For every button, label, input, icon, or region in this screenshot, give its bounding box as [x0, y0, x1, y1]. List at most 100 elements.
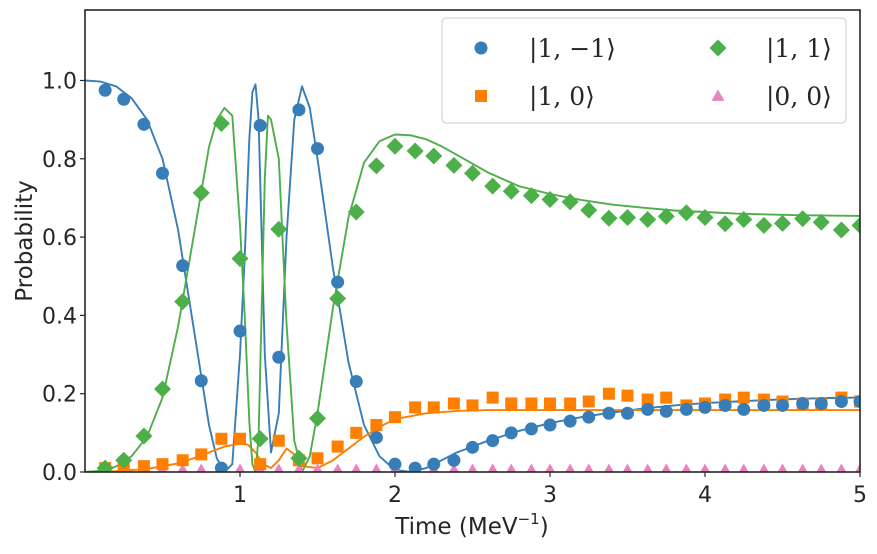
data-point-circle: [582, 410, 596, 424]
x-axis-label: Time (MeV−1): [394, 510, 548, 540]
data-point-square: [215, 432, 228, 445]
legend-marker-triangle: [711, 89, 725, 101]
data-point-triangle: [332, 463, 343, 472]
data-point-triangle: [816, 463, 827, 472]
x-axis-label-close: ): [540, 514, 549, 540]
data-point-diamond: [251, 430, 269, 448]
legend: |1, −1⟩ |1, 0⟩ |1, 1⟩ |0, 0⟩: [441, 17, 847, 124]
data-point-triangle: [565, 463, 575, 472]
data-point-diamond: [445, 156, 463, 174]
data-point-circle: [659, 404, 673, 418]
data-point-square: [641, 393, 654, 406]
data-point-triangle: [294, 463, 304, 472]
data-point-diamond: [774, 214, 791, 232]
data-point-circle: [776, 398, 789, 412]
data-point-circle: [253, 119, 267, 132]
data-point-triangle: [545, 463, 555, 472]
data-point-diamond: [347, 203, 365, 221]
y-tick-label: 0.8: [42, 148, 77, 173]
data-point-circle: [156, 166, 169, 180]
data-point-square: [466, 399, 479, 412]
data-point-circle: [233, 324, 247, 338]
data-point-circle: [524, 422, 538, 436]
data-point-circle: [311, 142, 324, 156]
data-point-square: [331, 440, 344, 453]
data-point-square: [137, 460, 150, 472]
data-point-triangle: [681, 463, 692, 472]
data-point-circle: [292, 103, 306, 117]
data-point-circle: [369, 431, 383, 445]
data-point-square: [505, 397, 518, 410]
data-point-circle: [834, 395, 848, 409]
data-point-triangle: [661, 463, 672, 472]
data-point-diamond: [192, 184, 210, 202]
data-point-square: [409, 401, 422, 414]
data-point-triangle: [449, 463, 459, 472]
data-point-triangle: [583, 463, 594, 472]
data-point-diamond: [794, 210, 812, 228]
x-tick-label: 3: [543, 483, 557, 508]
data-point-triangle: [855, 463, 860, 472]
data-point-diamond: [290, 449, 308, 467]
data-point-triangle: [351, 463, 362, 472]
data-point-square: [564, 397, 577, 410]
data-point-triangle: [371, 463, 382, 472]
data-point-triangle: [604, 463, 614, 472]
data-point-triangle: [196, 463, 207, 472]
data-point-square: [156, 458, 169, 471]
data-point-circle: [137, 117, 151, 131]
data-point-diamond: [425, 147, 443, 165]
data-point-diamond: [367, 157, 385, 175]
data-point-diamond: [115, 451, 133, 469]
data-point-square: [311, 452, 324, 465]
data-point-circle: [349, 375, 363, 389]
data-point-diamond: [484, 177, 502, 195]
data-point-square: [389, 411, 401, 424]
data-point-diamond: [657, 207, 675, 225]
data-point-triangle: [177, 463, 188, 472]
y-axis-label: Probability: [12, 180, 38, 302]
legend-label-1-1: |1, 1⟩: [766, 34, 832, 64]
data-point-diamond: [541, 190, 559, 208]
x-axis-ticks: 1 2 3 4 5: [233, 472, 867, 508]
data-point-circle: [757, 398, 771, 412]
legend-marker-square: [475, 90, 487, 102]
data-point-circle: [641, 402, 655, 416]
data-point-diamond: [677, 204, 695, 222]
data-point-diamond: [639, 210, 657, 228]
data-point-diamond: [600, 209, 618, 227]
data-point-diamond: [135, 427, 153, 445]
data-point-square: [486, 391, 499, 404]
data-point-square: [660, 391, 673, 404]
data-point-diamond: [522, 187, 540, 205]
data-point-triangle: [467, 463, 478, 472]
data-point-diamond: [386, 137, 404, 155]
y-tick-label: 0.4: [42, 304, 77, 329]
data-point-diamond: [212, 115, 230, 133]
data-point-triangle: [642, 463, 653, 472]
data-point-circle: [388, 457, 402, 471]
data-point-diamond: [812, 213, 830, 231]
data-point-diamond: [231, 250, 249, 268]
data-point-diamond: [270, 220, 288, 238]
x-tick-label: 4: [698, 483, 712, 508]
x-tick-label: 5: [853, 483, 867, 508]
data-point-square: [602, 387, 615, 400]
data-point-circle: [408, 461, 422, 472]
data-point-circle: [486, 434, 500, 448]
data-point-triangle: [797, 463, 808, 472]
data-point-square: [272, 434, 285, 447]
data-point-diamond: [755, 216, 773, 234]
data-point-square: [176, 454, 189, 467]
data-point-circle: [853, 395, 860, 409]
data-point-triangle: [738, 463, 749, 472]
data-point-circle: [98, 83, 112, 97]
data-point-triangle: [622, 463, 633, 472]
data-point-square: [544, 397, 556, 410]
y-tick-label: 0.6: [42, 226, 77, 251]
data-point-circle: [447, 453, 461, 467]
data-point-diamond: [406, 142, 424, 160]
data-point-circle: [737, 402, 751, 416]
data-point-circle: [563, 414, 577, 428]
